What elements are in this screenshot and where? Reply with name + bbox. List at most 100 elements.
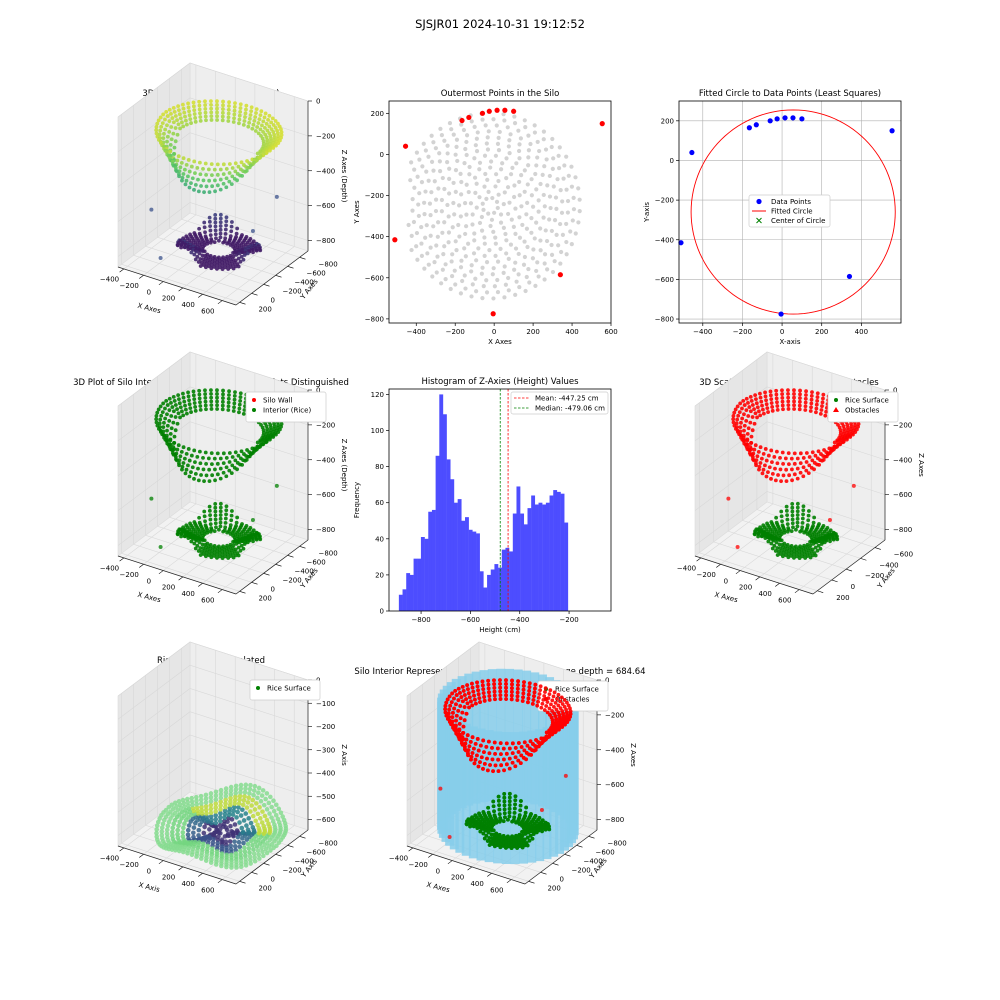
- gray-point: [467, 172, 472, 177]
- silo-point: [183, 403, 187, 408]
- silo-point: [491, 769, 495, 774]
- y-tick-mark: [263, 863, 270, 866]
- x-tick-mark: [755, 576, 761, 581]
- silo-point: [798, 470, 803, 475]
- silo-point: [230, 509, 234, 513]
- silo-point: [780, 450, 785, 455]
- silo-point: [780, 395, 785, 400]
- silo-point: [518, 803, 523, 808]
- gray-point: [430, 274, 435, 279]
- outlier-point: [827, 517, 832, 522]
- silo-point: [798, 461, 803, 466]
- silo-point: [549, 702, 553, 707]
- gray-point: [517, 284, 522, 290]
- x-tick-label: 400: [181, 880, 194, 888]
- silo-point: [241, 546, 246, 551]
- silo-point: [512, 806, 517, 811]
- x-tick-label: 200: [162, 295, 175, 303]
- surface-point: [262, 842, 267, 848]
- silo-point: [233, 390, 237, 395]
- silo-point: [214, 236, 218, 241]
- silo-point: [246, 124, 251, 129]
- gray-point: [495, 259, 501, 264]
- silo-point: [192, 252, 197, 257]
- gray-point: [517, 215, 522, 220]
- silo-point: [198, 264, 203, 268]
- silo-point: [220, 118, 225, 123]
- silo-point: [254, 537, 259, 542]
- gray-point: [419, 224, 424, 230]
- silo-point: [851, 432, 855, 437]
- silo-point: [516, 750, 521, 754]
- silo-point: [225, 241, 230, 246]
- silo-point: [473, 701, 478, 706]
- silo-point: [179, 449, 184, 454]
- silo-point: [200, 542, 205, 547]
- silo-point: [801, 512, 805, 517]
- histogram-bar: [545, 502, 550, 611]
- silo-point: [167, 408, 172, 413]
- gray-point: [482, 241, 487, 246]
- gray-point: [439, 281, 444, 286]
- gray-point: [524, 212, 529, 217]
- histogram-bar: [483, 587, 488, 611]
- grid-line: [117, 167, 309, 222]
- gray-point: [545, 267, 550, 272]
- silo-point: [226, 396, 231, 401]
- x-tick-label: 0: [147, 867, 151, 875]
- y-tick-mark: [287, 266, 294, 269]
- silo-point: [466, 691, 471, 696]
- silo-point: [262, 115, 267, 120]
- surface-point: [233, 847, 238, 853]
- surface-point: [229, 865, 234, 870]
- silo-point: [814, 540, 819, 545]
- silo-point: [192, 112, 197, 116]
- silo-point: [223, 231, 228, 236]
- silo-point: [734, 421, 739, 426]
- surface-point: [203, 800, 209, 805]
- silo-point: [213, 509, 218, 514]
- silo-point: [226, 556, 231, 560]
- silo-point: [795, 501, 800, 506]
- gray-point: [482, 184, 487, 189]
- silo-point: [267, 437, 272, 442]
- surface-point: [203, 792, 209, 798]
- surface-point: [228, 792, 234, 797]
- gray-point: [440, 175, 445, 181]
- silo-point: [195, 254, 200, 259]
- legend-marker-data-points: [756, 198, 762, 205]
- gray-point: [516, 272, 521, 277]
- silo-point: [555, 696, 559, 701]
- silo-point: [241, 411, 246, 416]
- surface-point: [232, 839, 237, 844]
- x-tick-label: −200: [733, 328, 752, 336]
- silo-point: [227, 171, 232, 175]
- silo-point: [207, 178, 212, 183]
- silo-point: [507, 791, 512, 796]
- grid-line: [410, 693, 529, 882]
- silo-point: [189, 164, 194, 169]
- x-tick-mark: [139, 274, 144, 279]
- x-tick-mark: [119, 847, 125, 852]
- silo-point: [238, 102, 243, 107]
- silo-point: [471, 689, 476, 694]
- silo-point: [486, 686, 491, 691]
- silo-point: [210, 473, 215, 478]
- surface-point: [199, 804, 204, 810]
- chart-wall-vs-interior-3d: 3D Plot of Silo Interior with Wall and I…: [73, 351, 349, 604]
- x-tick-label: −200: [697, 571, 716, 579]
- gray-point: [437, 159, 442, 164]
- silo-point: [548, 688, 553, 693]
- silo-point: [778, 467, 783, 472]
- silo-point: [816, 449, 821, 454]
- gray-point: [434, 270, 439, 275]
- silo-point: [463, 748, 468, 753]
- silo-point: [446, 711, 451, 716]
- silo-point: [532, 748, 537, 753]
- gray-point: [538, 248, 543, 253]
- silo-point: [468, 824, 473, 829]
- silo-point: [231, 251, 235, 255]
- silo-point: [242, 119, 247, 123]
- grid-line: [121, 693, 240, 882]
- silo-point: [492, 685, 497, 690]
